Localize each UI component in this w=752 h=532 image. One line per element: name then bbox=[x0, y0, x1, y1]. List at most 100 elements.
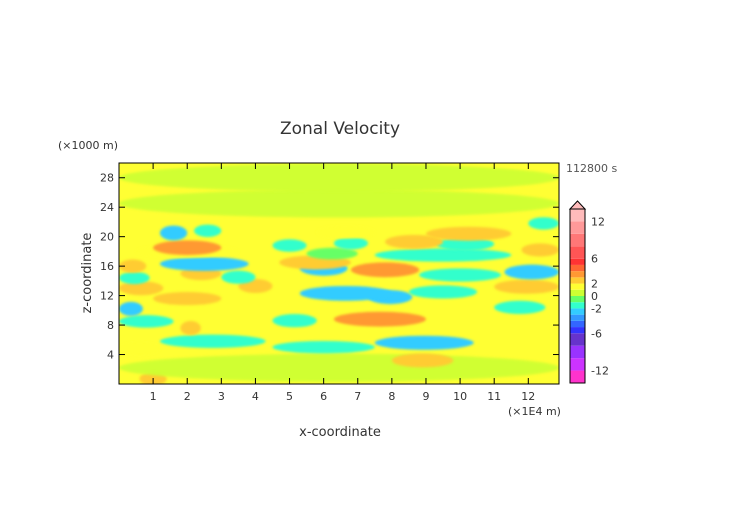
y-unit-label: (×1000 m) bbox=[58, 139, 118, 152]
heatmap-band bbox=[194, 224, 222, 237]
x-tick-label: 1 bbox=[150, 390, 157, 403]
heatmap-band bbox=[153, 291, 222, 306]
heatmap-band bbox=[159, 225, 188, 241]
x-tick-label: 4 bbox=[252, 390, 259, 403]
colorbar-tick-label: 2 bbox=[591, 278, 598, 291]
heatmap-band bbox=[408, 285, 478, 299]
heatmap-band bbox=[119, 163, 559, 192]
heatmap-band bbox=[391, 353, 454, 368]
y-axis-label: z-coordinate bbox=[80, 233, 95, 314]
heatmap-band bbox=[159, 256, 249, 271]
colorbar-swatch bbox=[570, 296, 585, 303]
x-tick-label: 3 bbox=[218, 390, 225, 403]
heatmap-band bbox=[528, 217, 559, 230]
x-tick-label: 9 bbox=[422, 390, 429, 403]
time-label: 112800 s bbox=[566, 162, 617, 175]
plot-frame bbox=[118, 162, 560, 385]
colorbar-swatch bbox=[570, 271, 585, 278]
heatmap-band bbox=[119, 189, 559, 218]
heatmap-band bbox=[494, 300, 546, 314]
heatmap-band bbox=[119, 353, 559, 382]
heatmap-band bbox=[436, 237, 495, 251]
heatmap-band bbox=[119, 259, 147, 273]
heatmap-band bbox=[119, 281, 164, 296]
x-tick-label: 6 bbox=[320, 390, 327, 403]
heatmap-band bbox=[272, 239, 307, 252]
colorbar-swatch bbox=[570, 358, 585, 371]
colorbar-tick-label: 12 bbox=[591, 215, 605, 228]
heatmap-band bbox=[350, 262, 420, 278]
heatmap-band bbox=[425, 226, 512, 241]
heatmap-band bbox=[119, 271, 150, 285]
heatmap-band bbox=[316, 226, 375, 239]
heatmap-band bbox=[521, 243, 559, 257]
x-axis-label: x-coordinate bbox=[299, 425, 381, 440]
colorbar-extend-arrow bbox=[568, 200, 587, 210]
x-tick-label: 2 bbox=[184, 390, 191, 403]
colorbar-swatch bbox=[570, 264, 585, 272]
chart-title: Zonal Velocity bbox=[280, 119, 400, 139]
x-tick-label: 11 bbox=[487, 390, 501, 403]
x-tick-label: 7 bbox=[354, 390, 361, 403]
x-tick-label: 10 bbox=[453, 390, 467, 403]
heatmap-band bbox=[272, 340, 375, 354]
y-tick-label: 8 bbox=[107, 319, 114, 332]
colorbar-swatch bbox=[570, 302, 585, 309]
heatmap-band bbox=[119, 342, 160, 355]
heatmap-band bbox=[159, 334, 266, 348]
heatmap-band bbox=[299, 285, 392, 301]
colorbar-swatch bbox=[570, 314, 585, 321]
heatmap-band bbox=[119, 315, 174, 328]
heatmap-band bbox=[221, 270, 256, 284]
x-tick-label: 12 bbox=[521, 390, 535, 403]
colorbar-tick-label: -2 bbox=[591, 302, 602, 315]
colorbar-swatch bbox=[570, 221, 585, 234]
colorbar-frame bbox=[569, 208, 586, 384]
heatmap-band bbox=[333, 237, 368, 250]
heatmap-band bbox=[494, 279, 559, 294]
x-unit-label: (×1E4 m) bbox=[508, 405, 561, 418]
y-tick-label: 12 bbox=[100, 290, 114, 303]
colorbar-swatch bbox=[570, 308, 585, 315]
colorbar-swatch bbox=[570, 327, 585, 334]
colorbar-tick-label: -6 bbox=[591, 327, 602, 340]
colorbar-swatch bbox=[570, 277, 585, 284]
y-ticks: 4 8 12 16 20 24 28 bbox=[100, 172, 559, 362]
heatmap-band bbox=[333, 311, 426, 327]
colorbar-swatch bbox=[570, 320, 585, 328]
y-tick-label: 16 bbox=[100, 260, 114, 273]
colorbar-swatch bbox=[570, 289, 585, 296]
y-tick-label: 20 bbox=[100, 231, 114, 244]
x-tick-label: 8 bbox=[388, 390, 395, 403]
colorbar: 12 6 20-2 -6 -12 bbox=[568, 200, 609, 384]
heatmap-band bbox=[419, 268, 502, 282]
colorbar-swatch bbox=[570, 345, 585, 359]
heatmap-band bbox=[272, 314, 317, 328]
colorbar-tick-label: -12 bbox=[591, 365, 609, 378]
heatmap-band bbox=[119, 301, 143, 316]
x-ticks: 1 2 3 4 5 6 7 8 9 10 11 12 bbox=[150, 163, 535, 403]
colorbar-tick-label: 0 bbox=[591, 290, 598, 303]
heatmap-band bbox=[153, 240, 222, 256]
y-tick-label: 24 bbox=[100, 201, 114, 214]
colorbar-swatch bbox=[570, 233, 585, 247]
colorbar-tick-label: 6 bbox=[591, 253, 598, 266]
heatmap-band bbox=[385, 234, 444, 249]
y-tick-label: 4 bbox=[107, 349, 114, 362]
heatmap-band bbox=[306, 247, 358, 260]
colorbar-swatch bbox=[570, 333, 585, 346]
y-tick-label: 28 bbox=[100, 172, 114, 185]
heatmap-band bbox=[504, 264, 559, 280]
colorbar-swatch bbox=[570, 283, 585, 290]
colorbar-swatch bbox=[570, 370, 585, 383]
heatmap-bands bbox=[119, 163, 559, 384]
x-tick-label: 5 bbox=[286, 390, 293, 403]
colorbar-swatch bbox=[570, 258, 585, 265]
heatmap-band bbox=[374, 248, 512, 262]
colorbar-swatch bbox=[570, 246, 585, 259]
heatmap-band bbox=[180, 321, 201, 336]
colorbar-swatch bbox=[570, 209, 585, 222]
heatmap-band bbox=[374, 335, 474, 350]
